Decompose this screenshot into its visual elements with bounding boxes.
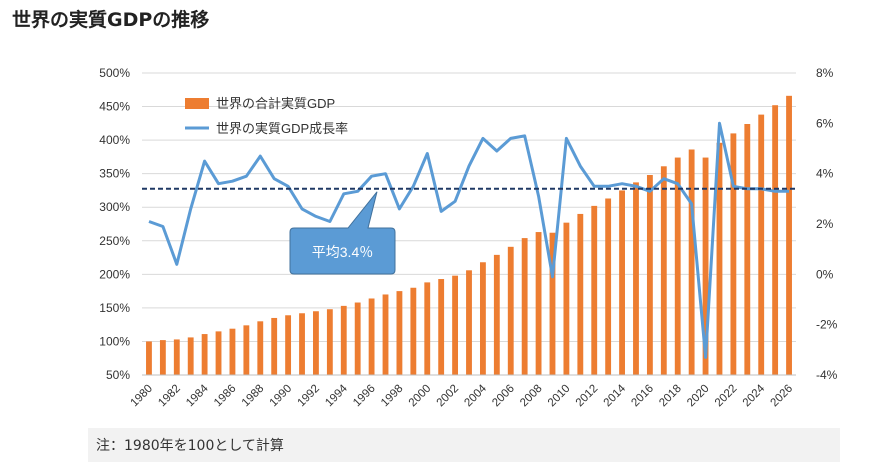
y-left-tick-label: 350%: [99, 167, 130, 181]
y-right-tick-label: -4%: [816, 368, 838, 382]
x-tick-label: 2024: [741, 382, 768, 409]
gdp-bar: [605, 198, 612, 375]
x-tick-label: 2016: [629, 383, 656, 410]
y-right-tick-label: 0%: [816, 267, 834, 281]
gdp-bar: [577, 213, 584, 375]
gdp-bar: [354, 302, 361, 375]
gdp-bar: [159, 340, 166, 375]
gdp-bar: [326, 309, 333, 375]
x-tick-label: 2026: [769, 383, 796, 410]
gdp-bar: [410, 287, 417, 375]
gdp-bar: [229, 328, 236, 375]
gdp-bar: [507, 246, 514, 375]
gdp-bar: [187, 337, 194, 375]
y-right-tick-label: 8%: [816, 66, 834, 80]
legend-line-label: 世界の実質GDP成長率: [216, 121, 348, 136]
y-left-tick-label: 50%: [106, 368, 130, 382]
gdp-bar: [646, 175, 653, 375]
x-tick-label: 1990: [268, 383, 295, 410]
x-tick-label: 2020: [685, 383, 712, 410]
x-tick-label: 1998: [379, 383, 406, 410]
y-left-tick-label: 400%: [99, 133, 130, 147]
gdp-bar: [688, 149, 695, 375]
y-left-tick-label: 200%: [99, 267, 130, 281]
gdp-bar: [340, 305, 347, 375]
gdp-bar: [479, 262, 486, 375]
gdp-bar: [758, 114, 765, 375]
x-tick-label: 2014: [602, 382, 629, 409]
gdp-bar: [299, 313, 305, 375]
y-right-tick-label: -2%: [816, 318, 838, 332]
page-title: 世界の実質GDPの推移: [12, 9, 210, 31]
gdp-bar: [382, 294, 389, 375]
y-left-tick-label: 100%: [99, 334, 130, 348]
x-tick-label: 2010: [546, 383, 573, 410]
legend-bar-swatch: [185, 98, 209, 109]
x-tick-label: 2002: [435, 383, 462, 410]
gdp-bar: [368, 298, 375, 375]
x-tick-label: 2022: [713, 383, 740, 410]
y-right-tick-label: 6%: [816, 116, 834, 130]
x-tick-label: 2008: [518, 383, 545, 410]
x-tick-label: 1994: [323, 382, 350, 409]
gdp-bar: [452, 275, 459, 375]
gdp-bar: [549, 232, 556, 375]
gdp-bar: [173, 339, 180, 375]
x-tick-label: 1986: [212, 383, 239, 410]
note-text: 注：1980年を100として計算: [96, 438, 284, 454]
gdp-bar: [633, 182, 639, 375]
gdp-bar: [786, 95, 792, 375]
gdp-bar: [271, 317, 278, 375]
growth-rate-line: [148, 121, 789, 359]
gdp-bar: [772, 105, 779, 376]
x-tick-label: 1992: [295, 383, 322, 410]
x-tick-label: 1980: [128, 383, 155, 410]
x-tick-label: 1996: [351, 383, 378, 410]
average-callout-label: 平均3.4％: [312, 244, 373, 260]
gdp-bar: [201, 334, 208, 375]
gdp-bar: [396, 291, 403, 375]
x-tick-label: 1982: [156, 383, 183, 410]
gdp-bar: [535, 232, 542, 375]
note-bar: 注：1980年を100として計算: [88, 428, 840, 462]
x-tick-label: 2018: [657, 383, 684, 410]
x-tick-label: 2000: [407, 383, 434, 410]
gdp-bar: [660, 166, 667, 375]
gdp-bar: [438, 279, 445, 375]
gdp-bar: [591, 205, 598, 375]
y-left-tick-label: 500%: [99, 66, 130, 80]
gdp-bar: [466, 270, 472, 375]
gdp-bar: [730, 133, 737, 375]
gdp-bar: [674, 157, 681, 375]
y-right-tick-label: 2%: [816, 217, 834, 231]
gdp-bar: [313, 311, 319, 375]
gdp-bar: [563, 222, 570, 375]
gdp-bar: [243, 325, 250, 375]
gdp-bar: [702, 157, 709, 375]
gdp-bar: [424, 282, 431, 375]
gdp-bar: [493, 254, 500, 375]
y-left-tick-label: 250%: [99, 234, 130, 248]
gdp-bar: [146, 341, 152, 375]
gdp-bar: [285, 315, 292, 375]
y-left-tick-label: 300%: [99, 200, 130, 214]
y-left-tick-label: 450%: [99, 100, 130, 114]
x-tick-label: 2006: [490, 383, 517, 410]
x-tick-label: 2004: [462, 382, 489, 409]
gdp-bar: [744, 124, 751, 375]
x-tick-label: 2012: [574, 383, 601, 410]
gdp-chart: 50% 100% 150% 200% 250% 300% 350% 400% 450% 500% -…: [99, 66, 838, 410]
x-tick-label: 1984: [184, 382, 211, 409]
x-tick-label: 1988: [240, 383, 267, 410]
gdp-bar: [521, 238, 528, 375]
gdp-bar: [215, 331, 222, 375]
gdp-bar: [716, 142, 723, 375]
average-callout: [289, 191, 396, 275]
gdp-bar: [619, 190, 625, 375]
legend-bar-label: 世界の合計実質GDP: [216, 96, 335, 111]
y-right-tick-label: 4%: [816, 167, 834, 181]
gdp-bar: [257, 321, 264, 375]
y-left-tick-label: 150%: [99, 301, 130, 315]
